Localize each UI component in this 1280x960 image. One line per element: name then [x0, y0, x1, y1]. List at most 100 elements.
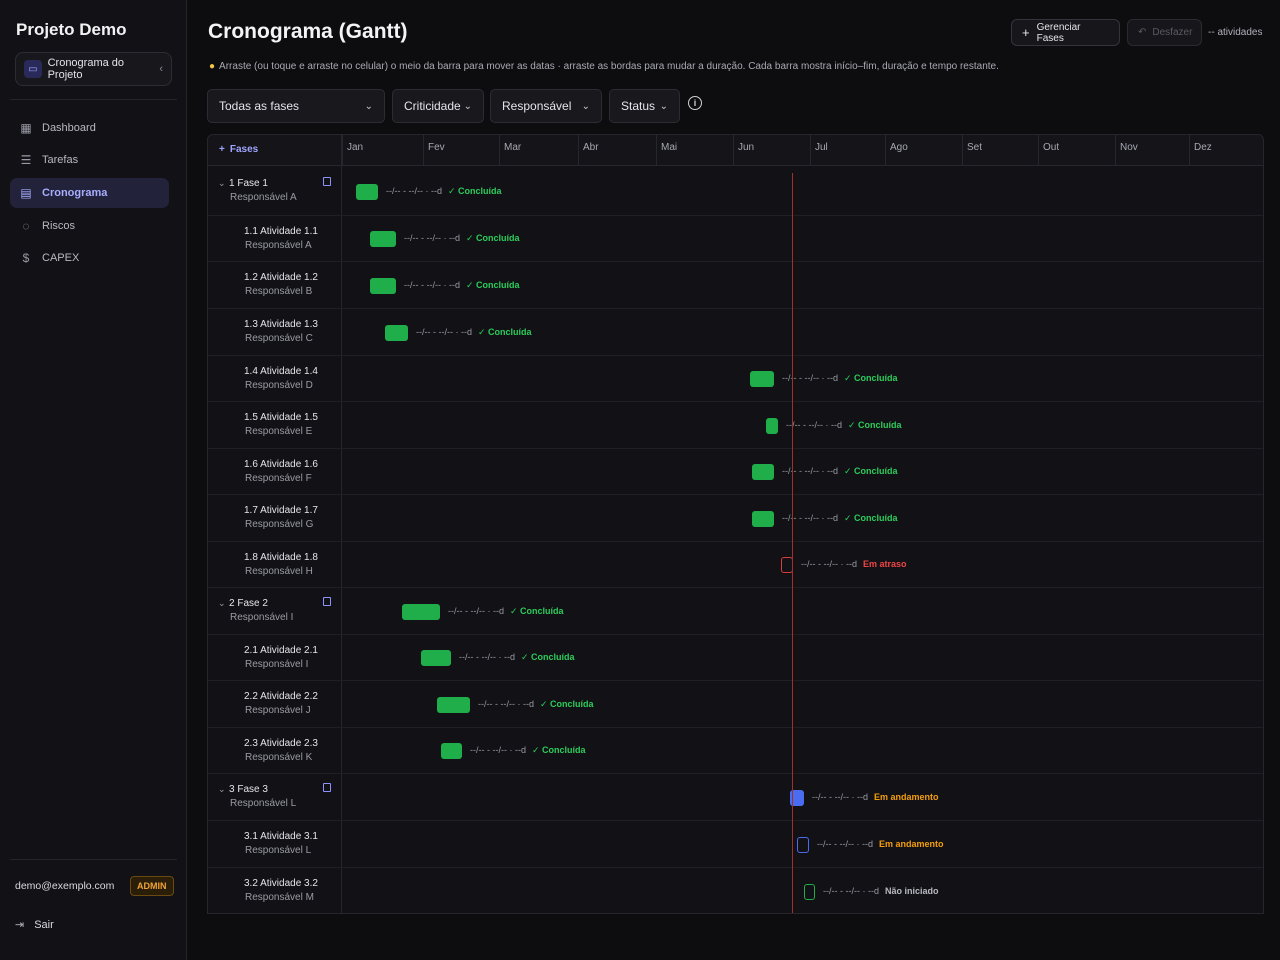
chevron-down-icon[interactable]: ⌄	[218, 784, 226, 794]
gantt-task-row[interactable]: 1.6 Atividade 1.6 Responsável F --/-- - --…	[208, 449, 1263, 495]
gantt-task-row[interactable]: 3.2 Atividade 3.2 Responsável M --/-- - --…	[208, 868, 1263, 913]
month-divider	[656, 135, 657, 166]
month-label: Jun	[738, 142, 755, 153]
gantt-task-row[interactable]: 3.1 Atividade 3.1 Responsável L --/-- - --…	[208, 821, 1263, 868]
status-filter-select[interactable]: Status ⌄	[609, 89, 680, 123]
gantt-task-row[interactable]: 2.2 Atividade 2.2 Responsável J --/-- - --…	[208, 681, 1263, 728]
status-filter-value: Status	[621, 99, 656, 113]
status-label: ✓ Concluída	[447, 186, 502, 196]
undo-button[interactable]: ↶ Desfazer	[1127, 19, 1202, 46]
calendar-icon: ▤	[20, 186, 32, 200]
responsible-filter-select[interactable]: Responsável ⌄	[490, 89, 602, 123]
row-responsible: Responsável K	[245, 752, 313, 763]
lightbulb-icon: ●	[209, 61, 216, 72]
fases-label: Fases	[229, 144, 259, 155]
gantt-bar[interactable]	[370, 278, 396, 294]
gantt-task-row[interactable]: 1.1 Atividade 1.1 Responsável A --/-- - --…	[208, 216, 1263, 262]
gantt-task-row[interactable]: 1.8 Atividade 1.8 Responsável H --/-- - --…	[208, 542, 1263, 588]
gantt-bar[interactable]	[766, 418, 778, 434]
gantt-bar[interactable]	[804, 884, 815, 900]
document-icon[interactable]	[323, 177, 331, 186]
gantt-bar[interactable]	[797, 837, 809, 853]
logout-button[interactable]: ⇥ Sair	[15, 918, 54, 932]
sidebar-item-dashboard[interactable]: ▦ Dashboard	[10, 113, 169, 143]
gantt-task-row[interactable]: 1.5 Atividade 1.5 Responsável E --/-- - --…	[208, 402, 1263, 449]
gantt-task-row[interactable]: 1.4 Atividade 1.4 Responsável D --/-- - --…	[208, 356, 1263, 402]
sidebar-item-tarefas[interactable]: ☰ Tarefas	[10, 145, 169, 175]
gantt-bar[interactable]	[356, 184, 378, 200]
gantt-phase-row[interactable]: ⌄ 2 Fase 2 Responsável I --/-- - --/-- · --…	[208, 588, 1263, 635]
bar-label: --/-- - --/-- · --d Não iniciado	[823, 886, 939, 896]
month-label: Mar	[504, 142, 522, 153]
month-label: Dez	[1194, 142, 1212, 153]
bar-dates: --/-- - --/-- · --d	[404, 233, 460, 243]
gantt-task-row[interactable]: 1.7 Atividade 1.7 Responsável G --/-- - --…	[208, 495, 1263, 542]
month-label: Jan	[347, 142, 364, 153]
chevron-down-icon: ⌄	[463, 100, 472, 112]
sidebar-item-cronograma[interactable]: ▤ Cronograma	[10, 178, 169, 208]
gantt-bar[interactable]	[752, 511, 774, 527]
row-name: 1.1 Atividade 1.1	[244, 226, 318, 237]
sidebar-item-label: Tarefas	[42, 154, 79, 166]
criticality-filter-select[interactable]: Criticidade ⌄	[392, 89, 484, 123]
gantt-bar[interactable]	[441, 743, 462, 759]
gantt-bar[interactable]	[752, 464, 774, 480]
gantt-bar[interactable]	[790, 790, 804, 806]
chevron-left-icon[interactable]: ‹	[159, 63, 163, 75]
left-column-divider	[341, 135, 342, 913]
project-selector[interactable]: ▭ Cronograma do Projeto ‹	[15, 52, 172, 86]
info-icon[interactable]: i	[688, 96, 702, 110]
month-label: Out	[1043, 142, 1060, 153]
gantt-phase-row[interactable]: ⌄ 3 Fase 3 Responsável L --/-- - --/-- · --…	[208, 774, 1263, 821]
gantt-bar[interactable]	[370, 231, 396, 247]
chevron-down-icon[interactable]: ⌄	[218, 598, 226, 608]
page-title: Cronograma (Gantt)	[208, 20, 408, 43]
chevron-down-icon[interactable]: ⌄	[218, 178, 226, 188]
bar-label: --/-- - --/-- · --d Em andamento	[812, 792, 939, 802]
phase-filter-select[interactable]: Todas as fases ⌄	[207, 89, 385, 123]
row-responsible: Responsável I	[245, 659, 309, 670]
manage-phases-button[interactable]: + Gerenciar Fases	[1011, 19, 1120, 46]
month-label: Fev	[428, 142, 445, 153]
brand-title: Projeto Demo	[16, 20, 127, 39]
sidebar-item-riscos[interactable]: ◌ Riscos	[10, 211, 169, 241]
gantt-bar[interactable]	[437, 697, 470, 713]
sidebar-item-label: CAPEX	[42, 252, 80, 264]
logout-icon: ⇥	[15, 919, 25, 931]
status-label: ✓ Concluída	[465, 233, 520, 243]
document-icon[interactable]	[323, 783, 331, 792]
bar-label: --/-- - --/-- · --d ✓ Concluída	[786, 420, 902, 431]
gantt-phase-row[interactable]: ⌄ 1 Fase 1 Responsável A --/-- - --/-- · --…	[208, 168, 1263, 216]
gantt-task-row[interactable]: 2.3 Atividade 2.3 Responsável K --/-- - --…	[208, 728, 1263, 774]
gantt-bar[interactable]	[750, 371, 774, 387]
row-responsible: Responsável A	[245, 240, 312, 251]
bar-dates: --/-- - --/-- · --d	[786, 420, 842, 430]
month-divider	[499, 135, 500, 166]
month-divider	[962, 135, 963, 166]
sidebar-item-label: Cronograma	[42, 187, 108, 199]
gantt-task-row[interactable]: 1.3 Atividade 1.3 Responsável C --/-- - --…	[208, 309, 1263, 356]
gantt-task-row[interactable]: 1.2 Atividade 1.2 Responsável B --/-- - --…	[208, 262, 1263, 309]
gantt-bar[interactable]	[402, 604, 440, 620]
month-label: Set	[967, 142, 983, 153]
status-label: ✓ Concluída	[531, 745, 586, 755]
phase-filter-value: Todas as fases	[219, 99, 300, 113]
sidebar-item-capex[interactable]: $ CAPEX	[10, 243, 169, 273]
sidebar-item-label: Dashboard	[42, 122, 96, 134]
gantt-bar[interactable]	[385, 325, 408, 341]
bar-label: --/-- - --/-- · --d ✓ Concluída	[470, 745, 586, 756]
gantt-task-row[interactable]: 2.1 Atividade 2.1 Responsável I --/-- - --…	[208, 635, 1263, 681]
status-label: ✓ Concluída	[843, 466, 898, 476]
logout-label: Sair	[34, 918, 54, 931]
bar-dates: --/-- - --/-- · --d	[470, 745, 526, 755]
row-responsible: Responsável M	[245, 892, 314, 903]
add-phase-button[interactable]: + Fases	[219, 144, 258, 155]
gantt-bar[interactable]	[421, 650, 451, 666]
chevron-down-icon: ⌄	[581, 100, 590, 112]
document-icon[interactable]	[323, 597, 331, 606]
chevron-down-icon: ⌄	[364, 100, 373, 112]
row-responsible: Responsável F	[245, 473, 312, 484]
month-label: Abr	[583, 142, 599, 153]
month-label: Nov	[1120, 142, 1138, 153]
today-marker	[792, 173, 793, 913]
